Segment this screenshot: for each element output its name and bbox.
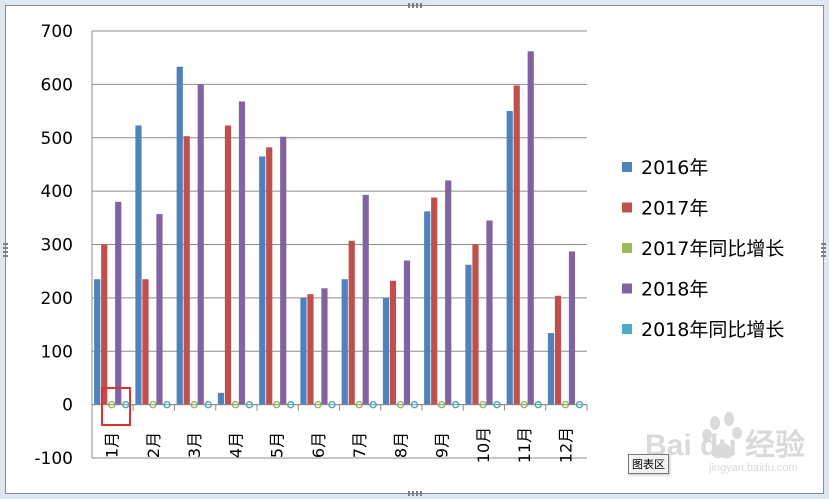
y-axis: 700 600 500 400 300 200 100 0 -100 [34,22,93,469]
bar [259,156,266,405]
x-tick-label: 12月 [556,427,575,463]
bar [176,66,183,405]
bar [389,280,397,405]
resize-handle-right[interactable] [821,243,826,257]
resize-handle-left[interactable] [3,243,8,257]
bar [554,295,562,405]
y-tick-label: 300 [41,236,73,256]
bar [307,294,314,405]
resize-handle-bottom[interactable] [408,491,422,496]
bar [547,333,555,405]
x-tick-label: 1月 [103,432,122,458]
bar [486,220,493,405]
legend[interactable]: 2016年 2017年 2017年同比增长 2018年 2018年同比增长 [622,157,784,341]
bar [280,136,287,405]
bar [197,84,204,405]
bar [513,85,520,405]
legend-swatch [622,324,632,334]
x-tick-label: 4月 [226,432,245,458]
y-tick-label: 500 [41,129,73,149]
x-tick-label: 2月 [144,432,163,458]
bar [424,211,431,405]
bar [506,111,513,405]
y-tick-label: 700 [41,22,73,42]
legend-label: 2017年同比增长 [641,238,784,260]
baidu-jingyan-watermark: Bai du 经验 jingyan.baidu.com [645,412,805,474]
bar [472,244,479,405]
x-tick-label: 5月 [268,432,287,458]
bar [238,101,246,405]
x-tick-label: 11月 [515,427,534,463]
resize-handle-top[interactable] [408,3,422,8]
svg-text:jingyan.baidu.com: jingyan.baidu.com [708,462,798,474]
highlight-box [101,387,131,426]
y-tick-label: 400 [41,182,73,202]
bar [300,297,307,405]
y-tick-label: 0 [62,396,73,416]
bar [321,288,328,405]
bar [382,297,390,405]
y-tick-label: 100 [41,342,73,362]
bar [362,194,369,405]
x-tick-label: 9月 [433,432,452,458]
bar [224,125,232,405]
bar [465,264,472,405]
bar [101,244,108,405]
legend-swatch [622,283,632,294]
bar [266,147,273,405]
x-tick-label: 8月 [391,432,410,458]
bar [217,392,225,405]
x-tick-label: 10月 [474,427,493,463]
bar [431,197,438,405]
bar [341,279,348,405]
legend-label: 2018年 [641,279,708,301]
bar [183,136,190,405]
x-tick-label: 6月 [309,432,328,458]
bar [445,180,452,405]
legend-swatch [622,162,632,172]
y-tick-label: 200 [41,289,73,309]
bar [568,251,576,405]
legend-swatch [622,243,632,253]
legend-label: 2016年 [641,157,708,179]
x-tick-label: 3月 [185,432,204,458]
legend-label: 2018年同比增长 [641,319,784,341]
y-tick-label: -100 [34,449,73,469]
bar [135,125,142,405]
bar [156,214,163,405]
bar [527,51,534,405]
x-axis: 1月 2月 3月 4月 5月 6月 7月 8月 9月 10月 11月 12月 [91,404,588,463]
bars [94,51,584,409]
bar [142,279,149,405]
bar [115,201,122,405]
chart-area-tooltip: 图表区 [628,454,669,474]
legend-label: 2017年 [641,198,708,220]
bar [348,240,355,405]
svg-text:Bai du 经验: Bai du 经验 [645,428,805,462]
bar [94,279,101,405]
legend-swatch [622,202,632,213]
bar [403,260,411,405]
x-tick-label: 7月 [350,432,369,458]
y-tick-label: 600 [41,75,73,95]
